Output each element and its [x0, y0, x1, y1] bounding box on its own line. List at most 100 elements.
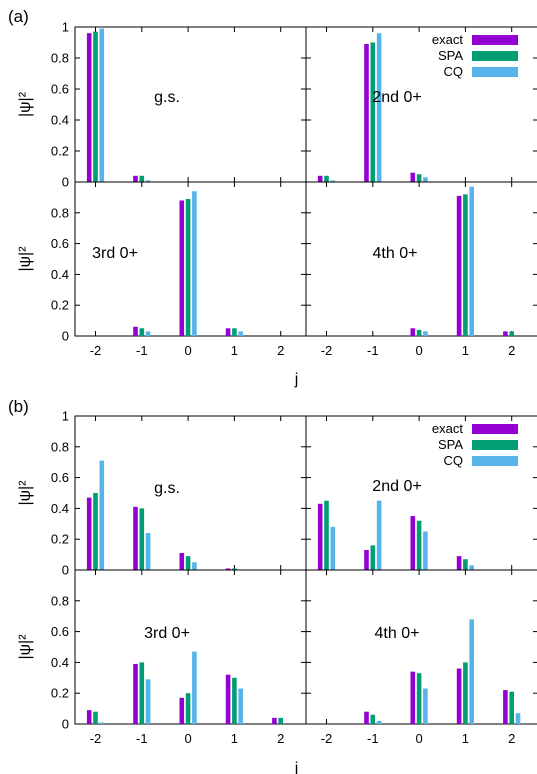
subplot-label: g.s. [154, 480, 180, 497]
subplot-label: 2nd 0+ [372, 89, 421, 106]
bar-cq [377, 33, 382, 182]
bar-exact [226, 675, 231, 724]
x-tick-label: 1 [231, 731, 238, 746]
subplot-label: 3rd 0+ [92, 245, 138, 262]
subplot-0: 0 0.2 0.4 0.6 0.8 1 g.s. [51, 20, 306, 190]
bar-spa [278, 718, 283, 724]
bar-cq [469, 565, 474, 570]
bar-exact [411, 328, 416, 336]
bar-exact [411, 672, 416, 724]
x-tick-label: -1 [367, 343, 379, 358]
x-tick-label: 0 [184, 731, 191, 746]
x-axis-label: j [294, 760, 299, 774]
legend-label: exact [432, 32, 463, 47]
bar-spa [232, 678, 237, 724]
bar-cq [516, 713, 521, 724]
bar-exact [133, 507, 138, 570]
y-tick-label: 0.8 [51, 51, 69, 66]
x-tick-label: 1 [231, 343, 238, 358]
chart-panel-a: (a) |ψ|² |ψ|² j 0 0.2 0.4 0.6 0.8 1 g.s. 2nd 0+ exac… [8, 7, 537, 388]
bar-spa [371, 715, 376, 724]
y-tick-label: 0.6 [51, 624, 69, 639]
subplot-label: 2nd 0+ [372, 478, 421, 495]
x-tick-label: 0 [415, 731, 422, 746]
plot-frame [75, 570, 306, 724]
legend-swatch [472, 424, 518, 434]
bar-spa [417, 673, 422, 724]
bar-exact [411, 173, 416, 182]
y-axis-label: |ψ|² [17, 634, 34, 660]
legend-swatch [472, 51, 518, 61]
legend-swatch [472, 35, 518, 45]
y-tick-label: 0.4 [51, 655, 69, 670]
x-tick-label: -2 [90, 343, 102, 358]
bar-exact [457, 196, 462, 336]
panel-label: (a) [8, 7, 29, 26]
y-tick-label: 0.8 [51, 593, 69, 608]
bar-spa [417, 330, 422, 336]
bar-spa [93, 493, 98, 570]
legend-label: SPA [438, 48, 463, 63]
bar-cq [423, 532, 428, 571]
y-tick-label: 0.4 [51, 501, 69, 516]
bar-exact [318, 504, 323, 570]
bar-exact [133, 664, 138, 724]
bar-spa [140, 176, 145, 182]
bar-cq [192, 652, 197, 724]
bar-cq [377, 501, 382, 570]
y-axis-label: |ψ|² [17, 91, 34, 117]
bar-cq [238, 331, 243, 336]
plot-frame [75, 27, 306, 182]
bar-spa [186, 199, 191, 336]
bar-cq [238, 689, 243, 724]
bar-spa [232, 328, 237, 336]
legend-label: CQ [444, 453, 464, 468]
y-tick-label: 0 [62, 329, 69, 344]
bar-exact [133, 176, 138, 182]
bar-spa [324, 501, 329, 570]
panel-label: (b) [8, 397, 29, 416]
bar-spa [93, 32, 98, 182]
y-tick-label: 0 [62, 175, 69, 190]
bar-exact [87, 498, 92, 570]
bar-spa [463, 559, 468, 570]
bar-spa [93, 712, 98, 724]
plot-frame [75, 416, 306, 570]
x-tick-label: 2 [277, 343, 284, 358]
x-tick-label: -1 [367, 731, 379, 746]
y-tick-label: 0.6 [51, 470, 69, 485]
bar-exact [318, 176, 323, 182]
x-tick-label: 1 [462, 731, 469, 746]
y-tick-label: 0.6 [51, 236, 69, 251]
x-tick-label: 2 [277, 731, 284, 746]
x-tick-label: 0 [415, 343, 422, 358]
subplot-0: 0 0.2 0.4 0.6 0.8 1 g.s. [51, 409, 306, 578]
legend-label: exact [432, 421, 463, 436]
legend-swatch [472, 440, 518, 450]
x-axis-label: j [294, 371, 299, 388]
bar-exact [364, 712, 369, 724]
bar-exact [364, 550, 369, 570]
bar-cq [469, 187, 474, 336]
bar-spa [186, 556, 191, 570]
bar-cq [100, 29, 105, 182]
bar-spa [324, 176, 329, 182]
x-tick-label: 0 [184, 343, 191, 358]
bar-exact [226, 328, 231, 336]
bar-cq [146, 679, 151, 724]
x-tick-label: 1 [462, 343, 469, 358]
y-tick-label: 0.6 [51, 82, 69, 97]
subplot-label: 4th 0+ [373, 245, 418, 262]
y-tick-label: 0.8 [51, 439, 69, 454]
bar-spa [186, 693, 191, 724]
y-axis-label: |ψ|² [17, 480, 34, 506]
y-tick-label: 0.4 [51, 267, 69, 282]
y-tick-label: 0.2 [51, 686, 69, 701]
bar-spa [371, 545, 376, 570]
y-tick-label: 0.4 [51, 113, 69, 128]
legend-label: CQ [444, 64, 464, 79]
bar-cq [192, 191, 197, 336]
y-tick-label: 0.2 [51, 144, 69, 159]
subplot-1: 2nd 0+ exactSPACQ [306, 416, 537, 570]
